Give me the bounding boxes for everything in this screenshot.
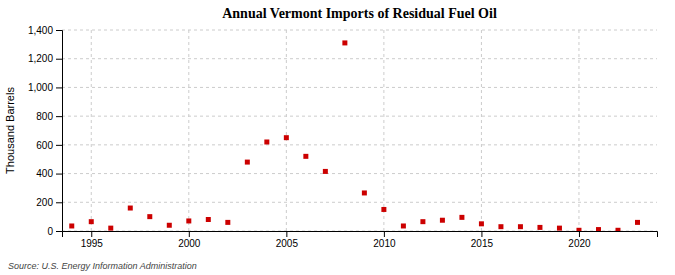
x-axis: 1995 2000 2005 2010 2015 2020 bbox=[63, 231, 658, 249]
point bbox=[635, 220, 640, 225]
point bbox=[576, 228, 581, 231]
point bbox=[596, 227, 601, 231]
point bbox=[420, 219, 425, 224]
grid-line bbox=[62, 173, 657, 174]
tick-mark bbox=[91, 231, 92, 237]
point bbox=[537, 225, 542, 230]
grid-line bbox=[578, 30, 579, 231]
tick-mark bbox=[56, 174, 62, 175]
tick-label: 600 bbox=[36, 140, 53, 151]
tick-label: 1995 bbox=[81, 238, 104, 249]
grid-line bbox=[62, 116, 657, 117]
tick-label: 2015 bbox=[471, 238, 494, 249]
tick: 1,000 bbox=[28, 82, 62, 93]
axis-line bbox=[56, 31, 63, 232]
grid-line bbox=[62, 144, 657, 145]
tick-mark bbox=[56, 202, 62, 203]
marks bbox=[69, 40, 640, 231]
grid-line bbox=[62, 30, 657, 31]
y-axis-label: Thousand Barrels bbox=[4, 87, 16, 174]
tick-mark bbox=[56, 231, 62, 232]
point bbox=[615, 228, 620, 231]
tick-label: 400 bbox=[36, 168, 53, 179]
tick-mark bbox=[481, 231, 482, 237]
point bbox=[206, 217, 211, 222]
point bbox=[401, 223, 406, 228]
point bbox=[342, 40, 347, 45]
tick-mark bbox=[56, 30, 62, 31]
point bbox=[323, 169, 328, 174]
point bbox=[167, 223, 172, 228]
grid-line bbox=[62, 87, 657, 88]
point bbox=[479, 221, 484, 226]
tick-label: 1,400 bbox=[28, 25, 53, 36]
tick-mark bbox=[56, 145, 62, 146]
tick-mark bbox=[56, 87, 62, 88]
point bbox=[284, 135, 289, 140]
tick-label: 2010 bbox=[373, 238, 396, 249]
point bbox=[186, 218, 191, 223]
tick-label: 2005 bbox=[276, 238, 299, 249]
point bbox=[440, 218, 445, 223]
point bbox=[303, 154, 308, 159]
point bbox=[518, 224, 523, 229]
tick-label: 1,000 bbox=[28, 82, 53, 93]
tick-mark bbox=[579, 231, 580, 237]
grid-line bbox=[188, 30, 189, 231]
point bbox=[225, 220, 230, 225]
tick-mark bbox=[189, 231, 190, 237]
point bbox=[108, 226, 113, 231]
tick-label: 0 bbox=[47, 226, 53, 237]
grid-line bbox=[62, 202, 657, 203]
grid-line bbox=[91, 30, 92, 231]
title: Annual Vermont Imports of Residual Fuel … bbox=[222, 6, 497, 21]
tick-label: 1,200 bbox=[28, 53, 53, 64]
axis-line bbox=[63, 232, 658, 238]
tick: 1,200 bbox=[28, 53, 62, 64]
tick: 2020 bbox=[568, 231, 591, 249]
grid-line bbox=[481, 30, 482, 231]
point bbox=[128, 206, 133, 211]
y-axis: 0 200 400 600 800 1,000 1,200 1,400 bbox=[28, 25, 63, 237]
tick-mark bbox=[56, 59, 62, 60]
tick-mark bbox=[384, 231, 385, 237]
tick-label: 2020 bbox=[568, 238, 591, 249]
tick-mark bbox=[286, 231, 287, 237]
point bbox=[362, 190, 367, 195]
point bbox=[264, 139, 269, 144]
tick: 2015 bbox=[471, 231, 494, 249]
tick: 1995 bbox=[81, 231, 104, 249]
tick: 2000 bbox=[178, 231, 201, 249]
grid-line bbox=[383, 30, 384, 231]
tick: 0 bbox=[47, 226, 62, 237]
point bbox=[245, 160, 250, 165]
grid-line bbox=[286, 30, 287, 231]
tick: 600 bbox=[36, 140, 62, 151]
point bbox=[459, 215, 464, 220]
point bbox=[89, 219, 94, 224]
point bbox=[557, 226, 562, 231]
tick: 2005 bbox=[276, 231, 299, 249]
point bbox=[498, 224, 503, 229]
point bbox=[147, 214, 152, 219]
tick-label: 200 bbox=[36, 197, 53, 208]
tick: 2010 bbox=[373, 231, 396, 249]
tick-mark bbox=[56, 116, 62, 117]
grid bbox=[62, 30, 657, 231]
tick: 800 bbox=[36, 111, 62, 122]
plot-area: 1995 2000 2005 2010 2015 2020 0 200 400 600 800 1,0… bbox=[28, 25, 658, 249]
grid-line bbox=[62, 58, 657, 59]
annotation: Source: U.S. Energy Information Administ… bbox=[8, 261, 197, 271]
tick-label: 2000 bbox=[178, 238, 201, 249]
point bbox=[381, 207, 386, 212]
point bbox=[69, 223, 74, 228]
tick-label: 800 bbox=[36, 111, 53, 122]
tick: 200 bbox=[36, 197, 62, 208]
tick: 1,400 bbox=[28, 25, 62, 36]
tick: 400 bbox=[36, 168, 62, 179]
chart: 1995 2000 2005 2010 2015 2020 0 200 400 600 800 1,0… bbox=[0, 0, 675, 275]
